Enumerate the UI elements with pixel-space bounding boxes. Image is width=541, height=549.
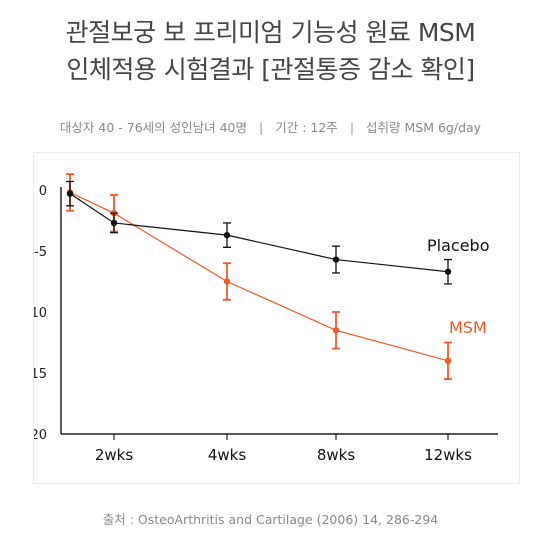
msm-data-point bbox=[444, 357, 452, 364]
y-tick-label: 0 bbox=[39, 184, 47, 199]
study-subjects: 대상자 40 - 76세의 성인남녀 40명 bbox=[59, 120, 248, 135]
msm-series-label: MSM bbox=[449, 318, 487, 337]
title-line-1: 관절보궁 보 프리미엄 기능성 원료 MSM bbox=[65, 18, 476, 47]
msm-series-line bbox=[69, 191, 449, 362]
study-info: 대상자 40 - 76세의 성인남녀 40명 | 기간 : 12주 | 섭취량 MSM … bbox=[0, 117, 541, 136]
chart-panel: 0 -5 -10 -15 -20 2wks 4wks 8wks 12wks Placebo MSM bbox=[33, 152, 520, 484]
placebo-data-point bbox=[110, 219, 118, 227]
title-line-2: 인체적용 시험결과 [관절통증 감소 확인] bbox=[66, 55, 475, 84]
y-tick-label: -20 bbox=[34, 428, 47, 443]
y-tick-label: -5 bbox=[34, 245, 47, 260]
y-tick-label: -15 bbox=[34, 367, 47, 382]
line-chart: 0 -5 -10 -15 -20 2wks 4wks 8wks 12wks Placebo MSM bbox=[34, 173, 498, 464]
placebo-series-label: Placebo bbox=[427, 236, 489, 255]
placebo-data-point bbox=[332, 256, 340, 263]
x-tick-label: 8wks bbox=[317, 446, 355, 464]
msm-data-point bbox=[332, 327, 340, 334]
source-citation: 출처 : OsteoArthritis and Cartilage (2006)… bbox=[102, 512, 439, 527]
placebo-series-line bbox=[69, 193, 449, 273]
placebo-data-point bbox=[223, 231, 231, 239]
placebo-data-point bbox=[444, 268, 452, 275]
x-tick-label: 4wks bbox=[208, 446, 246, 464]
x-tick-label: 2wks bbox=[95, 446, 133, 464]
y-tick-label: -10 bbox=[34, 306, 47, 321]
study-separator: | bbox=[259, 120, 264, 135]
x-tick-label: 12wks bbox=[424, 446, 472, 464]
study-separator: | bbox=[349, 120, 355, 135]
placebo-data-point bbox=[66, 190, 74, 197]
page-title: 관절보궁 보 프리미엄 기능성 원료 MSM 인체적용 시험결과 [관절통증 감… bbox=[0, 14, 541, 88]
msm-data-point bbox=[223, 278, 231, 285]
study-duration: 기간 : 12주 bbox=[275, 120, 338, 135]
study-dosage: 섭취량 MSM 6g/day bbox=[366, 120, 482, 135]
